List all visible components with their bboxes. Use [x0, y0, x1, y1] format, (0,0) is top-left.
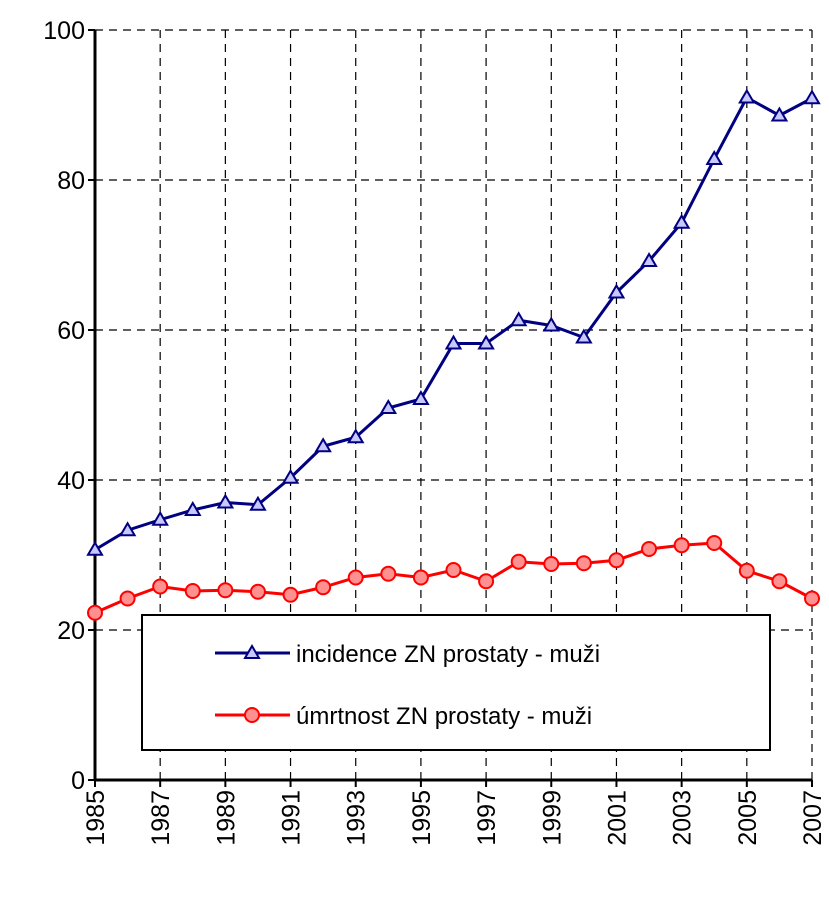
legend-box: [141, 614, 771, 751]
x-tick-label: 1985: [82, 790, 110, 846]
x-tick-label: 1989: [212, 790, 240, 846]
marker: [184, 501, 202, 516]
y-tick-label: 60: [57, 317, 85, 345]
marker: [249, 495, 267, 511]
x-tick-label: 1999: [538, 790, 566, 846]
marker: [412, 390, 430, 405]
marker: [152, 578, 169, 595]
marker: [380, 565, 397, 582]
x-tick-label: 1987: [147, 790, 175, 846]
marker: [608, 552, 625, 569]
x-tick-label: 2007: [799, 790, 827, 846]
marker: [243, 644, 261, 659]
legend-label: incidence ZN prostaty - muži: [296, 641, 600, 668]
marker: [249, 583, 266, 600]
marker: [575, 328, 593, 344]
y-tick-label: 40: [57, 467, 85, 495]
marker: [315, 579, 332, 596]
series-line: [94, 95, 813, 552]
marker: [640, 252, 658, 267]
marker: [771, 573, 788, 590]
marker: [444, 334, 463, 350]
x-tick-label: 1995: [408, 790, 436, 846]
marker: [706, 535, 723, 551]
marker: [347, 569, 364, 586]
marker: [314, 437, 332, 453]
marker: [607, 283, 626, 299]
marker: [216, 493, 235, 509]
marker: [119, 590, 136, 607]
marker: [281, 468, 300, 484]
marker: [575, 555, 592, 572]
marker: [244, 707, 260, 723]
marker: [217, 582, 234, 599]
marker: [542, 316, 561, 332]
marker: [282, 586, 299, 603]
marker: [412, 569, 429, 586]
marker: [184, 583, 201, 599]
x-tick-label: 1997: [473, 790, 501, 846]
marker: [673, 537, 690, 554]
marker: [346, 428, 365, 444]
x-tick-label: 1991: [278, 790, 306, 846]
marker: [478, 573, 495, 590]
marker: [445, 562, 462, 578]
marker: [379, 399, 398, 414]
marker: [151, 510, 169, 526]
marker: [770, 106, 789, 122]
marker: [738, 88, 756, 104]
y-tick-label: 0: [71, 767, 85, 795]
y-tick-label: 80: [57, 167, 85, 195]
marker: [87, 604, 103, 621]
x-tick-label: 2003: [669, 790, 697, 846]
x-tick-label: 2005: [734, 790, 762, 846]
marker: [804, 590, 820, 607]
y-tick-label: 100: [43, 17, 85, 45]
x-tick-label: 1993: [343, 790, 371, 846]
legend-label: úmrtnost ZN prostaty - muži: [296, 703, 592, 730]
marker: [86, 540, 104, 556]
marker: [641, 541, 658, 557]
marker: [705, 150, 723, 165]
marker: [543, 556, 560, 572]
marker: [672, 213, 691, 229]
marker: [738, 562, 755, 579]
marker: [477, 334, 495, 350]
marker: [803, 89, 821, 105]
y-tick-label: 20: [57, 617, 85, 645]
marker: [118, 521, 137, 537]
x-tick-label: 2001: [603, 790, 631, 846]
marker: [510, 553, 527, 570]
marker: [509, 311, 528, 327]
